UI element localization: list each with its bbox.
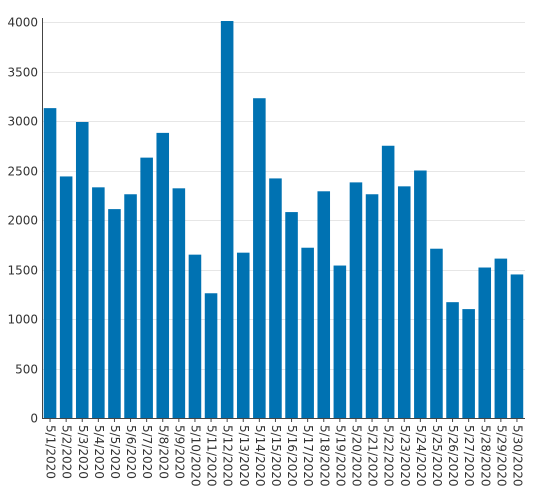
x-tick-label: 5/24/2020 xyxy=(414,425,428,487)
bar-16 xyxy=(285,212,298,418)
bar-11 xyxy=(204,293,218,418)
bar-7 xyxy=(140,157,153,418)
y-tick-label: 4000 xyxy=(7,16,38,30)
x-tick-label: 5/16/2020 xyxy=(285,425,299,487)
x-tick-label: 5/27/2020 xyxy=(462,425,476,487)
grid-layer xyxy=(42,22,525,370)
x-tick-label: 5/26/2020 xyxy=(446,425,460,487)
bar-21 xyxy=(365,194,379,418)
bar-4 xyxy=(92,187,105,418)
bar-30 xyxy=(510,274,524,418)
x-tick-label: 5/19/2020 xyxy=(333,425,347,487)
x-tick-label: 5/15/2020 xyxy=(269,425,283,487)
bar-23 xyxy=(397,186,411,418)
x-tick-label: 5/12/2020 xyxy=(221,425,235,487)
x-tick-label: 5/1/2020 xyxy=(44,425,58,479)
y-tick-label: 1500 xyxy=(7,264,38,278)
bar-1 xyxy=(43,108,57,418)
bar-5 xyxy=(108,209,121,418)
bar-25 xyxy=(430,248,443,418)
bars-layer xyxy=(43,21,524,419)
y-tick-label: 500 xyxy=(15,363,38,377)
y-tick-label: 1000 xyxy=(7,313,38,327)
y-tick-label: 2500 xyxy=(7,165,38,179)
y-tick-label: 0 xyxy=(30,412,38,426)
x-tick-label: 5/25/2020 xyxy=(430,425,444,487)
x-tick-label: 5/7/2020 xyxy=(140,425,154,479)
bar-12 xyxy=(220,21,234,418)
x-tick-label: 5/9/2020 xyxy=(172,425,186,479)
bar-19 xyxy=(333,265,347,418)
bar-20 xyxy=(349,182,363,418)
x-tick-label: 5/5/2020 xyxy=(108,425,122,479)
bar-27 xyxy=(462,309,475,418)
x-tick-labels: 5/1/2020 5/2/2020 5/3/2020 5/4/2020 5/5/2020… xyxy=(44,425,525,487)
x-tick-label: 5/23/2020 xyxy=(398,425,412,487)
y-tick-label: 3000 xyxy=(7,115,38,129)
x-tick-label: 5/2/2020 xyxy=(60,425,74,479)
x-tick-label: 5/17/2020 xyxy=(301,425,315,487)
bar-26 xyxy=(446,302,459,418)
x-tick-label: 5/11/2020 xyxy=(205,425,219,487)
x-tick-label: 5/20/2020 xyxy=(349,425,363,487)
x-tick-label: 5/28/2020 xyxy=(478,425,492,487)
bar-17 xyxy=(301,247,314,418)
bar-6 xyxy=(124,194,137,418)
bar-24 xyxy=(414,170,427,418)
x-tick-label: 5/10/2020 xyxy=(188,425,202,487)
x-tick-label: 5/21/2020 xyxy=(366,425,380,487)
x-tick-label: 5/13/2020 xyxy=(237,425,251,487)
bar-18 xyxy=(317,191,331,418)
bar-2 xyxy=(59,176,73,418)
y-tick-labels: 0 500 1000 1500 2000 2500 3000 3500 4000 xyxy=(7,16,38,426)
x-tick-label: 5/29/2020 xyxy=(494,425,508,487)
bar-14 xyxy=(253,98,266,418)
bar-10 xyxy=(188,254,202,418)
axis-layer xyxy=(42,18,525,422)
x-tick-label: 5/6/2020 xyxy=(124,425,138,479)
bar-13 xyxy=(236,252,250,418)
x-tick-label: 5/30/2020 xyxy=(510,425,524,487)
bar-28 xyxy=(478,267,492,418)
y-tick-label: 3500 xyxy=(7,66,38,80)
x-tick-label: 5/8/2020 xyxy=(156,425,170,479)
bar-29 xyxy=(494,258,508,418)
x-tick-label: 5/4/2020 xyxy=(92,425,106,479)
bar-3 xyxy=(75,121,89,419)
y-tick-label: 2000 xyxy=(7,214,38,228)
x-tick-label: 5/18/2020 xyxy=(317,425,331,487)
bar-22 xyxy=(381,145,395,418)
bar-9 xyxy=(172,188,186,418)
x-tick-label: 5/22/2020 xyxy=(382,425,396,487)
bar-15 xyxy=(269,178,282,418)
bar-8 xyxy=(156,132,170,418)
x-tick-label: 5/14/2020 xyxy=(253,425,267,487)
x-tick-label: 5/3/2020 xyxy=(76,425,90,479)
